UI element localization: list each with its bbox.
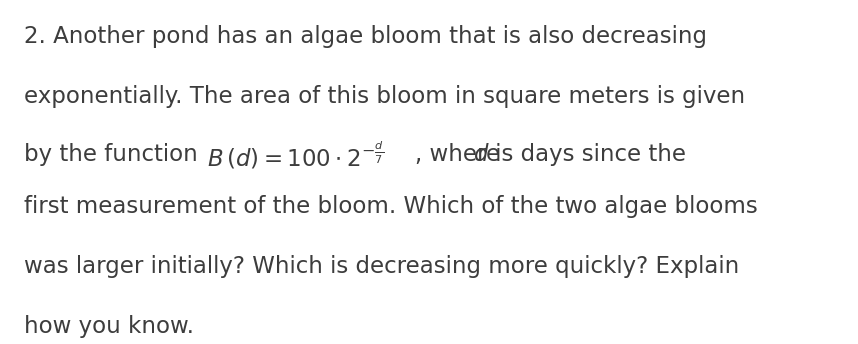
Text: exponentially. The area of this bloom in square meters is given: exponentially. The area of this bloom in… (24, 85, 746, 108)
Text: was larger initially? Which is decreasing more quickly? Explain: was larger initially? Which is decreasin… (24, 255, 740, 278)
Text: $\mathit{d}$: $\mathit{d}$ (473, 143, 489, 166)
Text: how you know.: how you know. (24, 315, 195, 338)
Text: 2. Another pond has an algae bloom that is also decreasing: 2. Another pond has an algae bloom that … (24, 25, 707, 48)
Text: first measurement of the bloom. Which of the two algae blooms: first measurement of the bloom. Which of… (24, 195, 758, 218)
Text: $\mathit{B}\,(\mathit{d}) = 100 \cdot 2^{-\frac{d}{7}}$: $\mathit{B}\,(\mathit{d}) = 100 \cdot 2^… (207, 140, 384, 171)
Text: by the function: by the function (24, 143, 205, 166)
Text: is days since the: is days since the (488, 143, 686, 166)
Text: , where: , where (415, 143, 508, 166)
